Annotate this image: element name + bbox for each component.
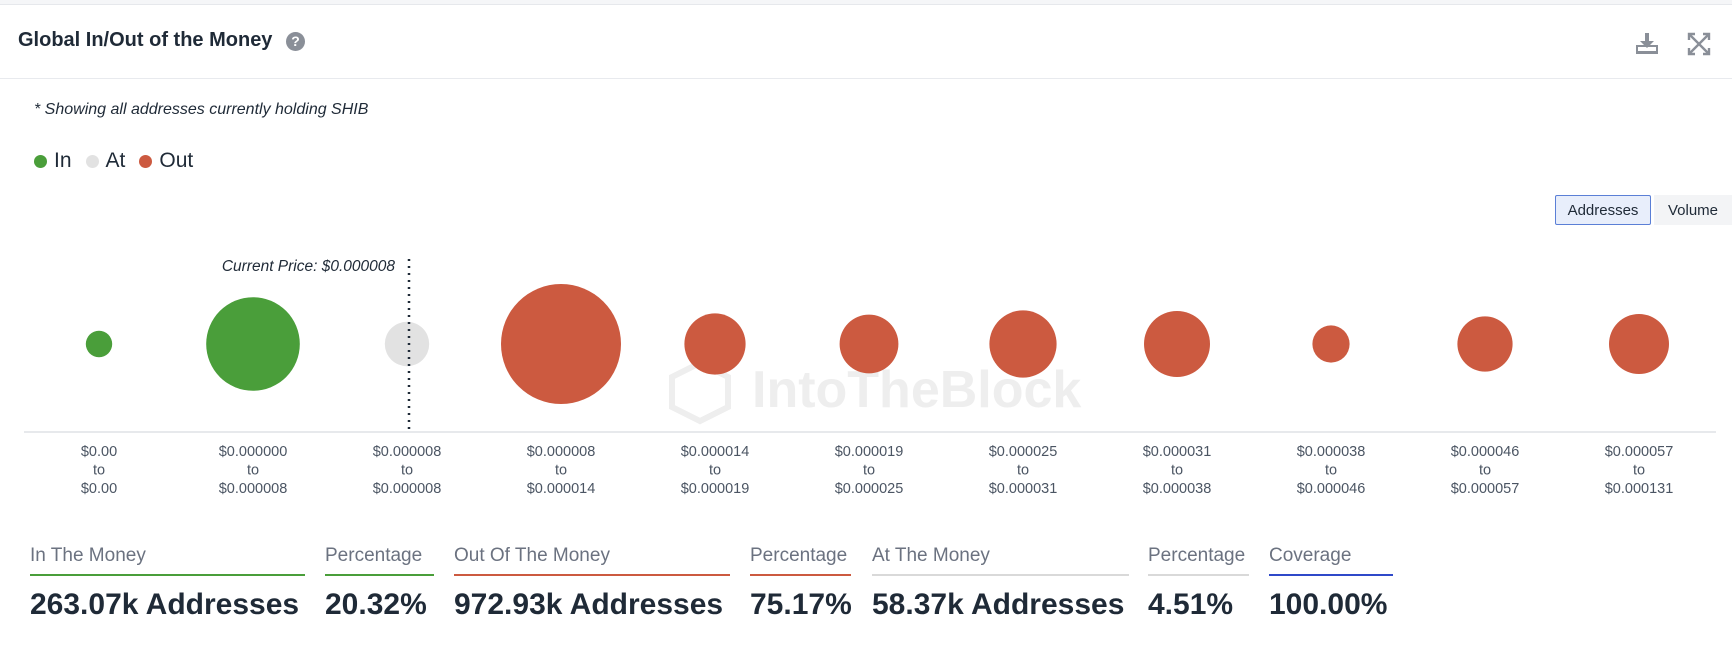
tick-label-6-1: to (1017, 463, 1029, 479)
tick-label-9-1: to (1479, 463, 1491, 479)
legend-label-in: In (54, 149, 72, 172)
bubble-2[interactable] (384, 321, 430, 367)
tick-label-0-1: to (93, 463, 105, 479)
bubble-3[interactable] (501, 284, 621, 404)
chart-legend: In At Out (34, 149, 207, 173)
tick-label-6-0: $0.000025 (989, 444, 1058, 460)
stat-label: Coverage (1269, 545, 1393, 576)
bubble-6[interactable] (989, 310, 1057, 378)
tick-label-3-0: $0.000008 (527, 444, 596, 460)
tick-label-10-1: to (1633, 463, 1645, 479)
current-price-label: Current Price: $0.000008 (222, 258, 396, 275)
stat-value: 100.00% (1269, 588, 1388, 621)
tick-label-5-0: $0.000019 (835, 444, 904, 460)
legend-item-in[interactable]: In (34, 149, 72, 173)
tick-label-0-0: $0.00 (81, 444, 117, 460)
download-icon[interactable] (1634, 31, 1660, 57)
toggle-volume-button[interactable]: Volume (1654, 195, 1732, 225)
bubble-8[interactable] (1312, 325, 1350, 363)
toggle-addresses-button[interactable]: Addresses (1555, 195, 1651, 225)
stat-2: Out Of The Money 972.93k Addresses (454, 545, 730, 622)
bubble-4[interactable] (684, 313, 746, 375)
stat-6: Coverage 100.00% (1269, 545, 1393, 622)
stat-5: Percentage 4.51% (1148, 545, 1249, 622)
tick-label-1-0: $0.000000 (219, 444, 288, 460)
stat-label: Percentage (750, 545, 851, 576)
tick-label-4-2: $0.000019 (681, 481, 750, 497)
legend-label-out: Out (159, 149, 194, 172)
stat-0: In The Money 263.07k Addresses (30, 545, 305, 622)
bubble-9[interactable] (1457, 316, 1513, 372)
tick-label-4-0: $0.000014 (681, 444, 750, 460)
legend-dot-at (85, 154, 99, 168)
legend-item-at[interactable]: At (85, 149, 126, 173)
tick-label-3-2: $0.000014 (527, 481, 596, 497)
chart-card: Global In/Out of the Money ? * Showing a… (0, 4, 1732, 667)
stat-1: Percentage 20.32% (325, 545, 434, 622)
stat-4: At The Money 58.37k Addresses (872, 545, 1129, 622)
stat-label: In The Money (30, 545, 305, 576)
tick-label-8-2: $0.000046 (1297, 481, 1366, 497)
tick-label-5-1: to (863, 463, 875, 479)
tick-label-7-0: $0.000031 (1143, 444, 1212, 460)
question-circle-icon[interactable]: ? (286, 32, 305, 51)
tick-label-7-1: to (1171, 463, 1183, 479)
bubble-0[interactable] (85, 330, 113, 358)
expand-icon[interactable] (1687, 32, 1711, 56)
watermark-logo-icon (669, 359, 731, 425)
tick-label-0-2: $0.00 (81, 481, 117, 497)
tick-label-6-2: $0.000031 (989, 481, 1058, 497)
bubble-7[interactable] (1144, 311, 1210, 377)
stat-value: 75.17% (750, 588, 852, 621)
stat-value: 20.32% (325, 588, 427, 621)
stat-value: 972.93k Addresses (454, 588, 724, 621)
tick-label-10-2: $0.000131 (1605, 481, 1674, 497)
bubble-10[interactable] (1609, 314, 1669, 374)
tick-label-9-2: $0.000057 (1451, 481, 1520, 497)
stat-label: Out Of The Money (454, 545, 730, 576)
tick-label-5-2: $0.000025 (835, 481, 904, 497)
stat-label: Percentage (325, 545, 434, 576)
stat-value: 58.37k Addresses (872, 588, 1125, 621)
stat-label: Percentage (1148, 545, 1249, 576)
bubble-5[interactable] (839, 314, 899, 374)
stat-value: 4.51% (1148, 588, 1234, 621)
bubble-1[interactable] (206, 297, 300, 391)
tick-label-1-2: $0.000008 (219, 481, 288, 497)
legend-dot-out (139, 154, 153, 168)
stat-label: At The Money (872, 545, 1129, 576)
card-header: Global In/Out of the Money ? (0, 5, 1732, 79)
tick-label-1-1: to (247, 463, 259, 479)
tick-label-3-1: to (555, 463, 567, 479)
tick-label-8-1: to (1325, 463, 1337, 479)
legend-label-at: At (105, 149, 126, 172)
tick-label-8-0: $0.000038 (1297, 444, 1366, 460)
tick-label-10-0: $0.000057 (1605, 444, 1674, 460)
holders-note: * Showing all addresses currently holdin… (34, 101, 369, 118)
legend-item-out[interactable]: Out (139, 149, 193, 173)
tick-label-2-2: $0.000008 (373, 481, 442, 497)
bubble-chart: IntoTheBlock$0.00to$0.00$0.000000to$0.00… (24, 258, 1716, 497)
tick-label-9-0: $0.000046 (1451, 444, 1520, 460)
chart-title: Global In/Out of the Money (18, 29, 273, 51)
tick-label-2-1: to (401, 463, 413, 479)
stat-3: Percentage 75.17% (750, 545, 852, 622)
tick-label-7-2: $0.000038 (1143, 481, 1212, 497)
tick-label-2-0: $0.000008 (373, 444, 442, 460)
tick-label-4-1: to (709, 463, 721, 479)
legend-dot-in (34, 154, 47, 168)
stat-value: 263.07k Addresses (30, 588, 300, 621)
